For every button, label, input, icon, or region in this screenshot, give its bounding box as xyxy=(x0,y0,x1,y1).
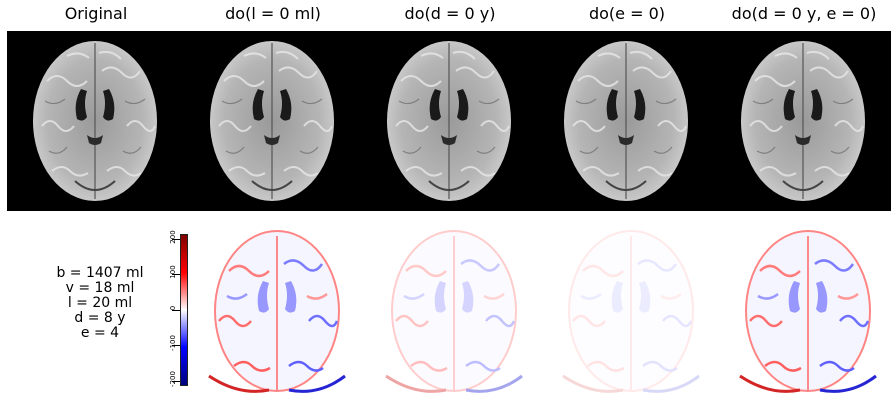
colorbar-tick-label: 100 xyxy=(169,265,177,279)
colorbar-tick xyxy=(172,274,180,275)
brain-image-do-l xyxy=(184,31,360,211)
column-title-do-l: do(l = 0 ml) xyxy=(225,4,321,23)
colorbar-tick-label: 200 xyxy=(169,230,177,244)
colorbar-tick-label: 0 xyxy=(169,305,177,311)
param-d: d = 8 y xyxy=(74,310,126,326)
colorbar-tick xyxy=(172,239,180,240)
param-e: e = 4 xyxy=(80,325,120,341)
colorbar-tick-label: -100 xyxy=(169,335,177,351)
colorbar-tick xyxy=(172,381,180,382)
param-l: l = 20 ml xyxy=(67,295,133,311)
brain-image-original xyxy=(7,31,183,211)
mri-image-row xyxy=(7,31,891,211)
param-v: v = 18 ml xyxy=(65,280,135,296)
parameter-values: b = 1407 ml v = 18 ml l = 20 ml d = 8 y … xyxy=(30,266,170,341)
difference-map-do-e xyxy=(543,226,719,396)
brain-image-do-d xyxy=(361,31,537,211)
column-title-do-e: do(e = 0) xyxy=(588,4,666,23)
param-b: b = 1407 ml xyxy=(56,265,144,281)
column-title-do-d: do(d = 0 y) xyxy=(404,4,496,23)
brain-image-do-e xyxy=(538,31,714,211)
column-title-do-d-e: do(d = 0 y, e = 0) xyxy=(731,4,877,23)
colorbar-tick xyxy=(172,310,180,311)
colorbar-tick-label: -200 xyxy=(169,371,177,387)
colorbar-tick xyxy=(172,345,180,346)
difference-map-do-l xyxy=(189,226,365,396)
difference-map-do-d xyxy=(366,226,542,396)
difference-map-do-d-e xyxy=(720,226,891,396)
brain-image-do-d-e xyxy=(715,31,891,211)
column-title-original: Original xyxy=(64,4,128,23)
colorbar xyxy=(180,234,188,386)
